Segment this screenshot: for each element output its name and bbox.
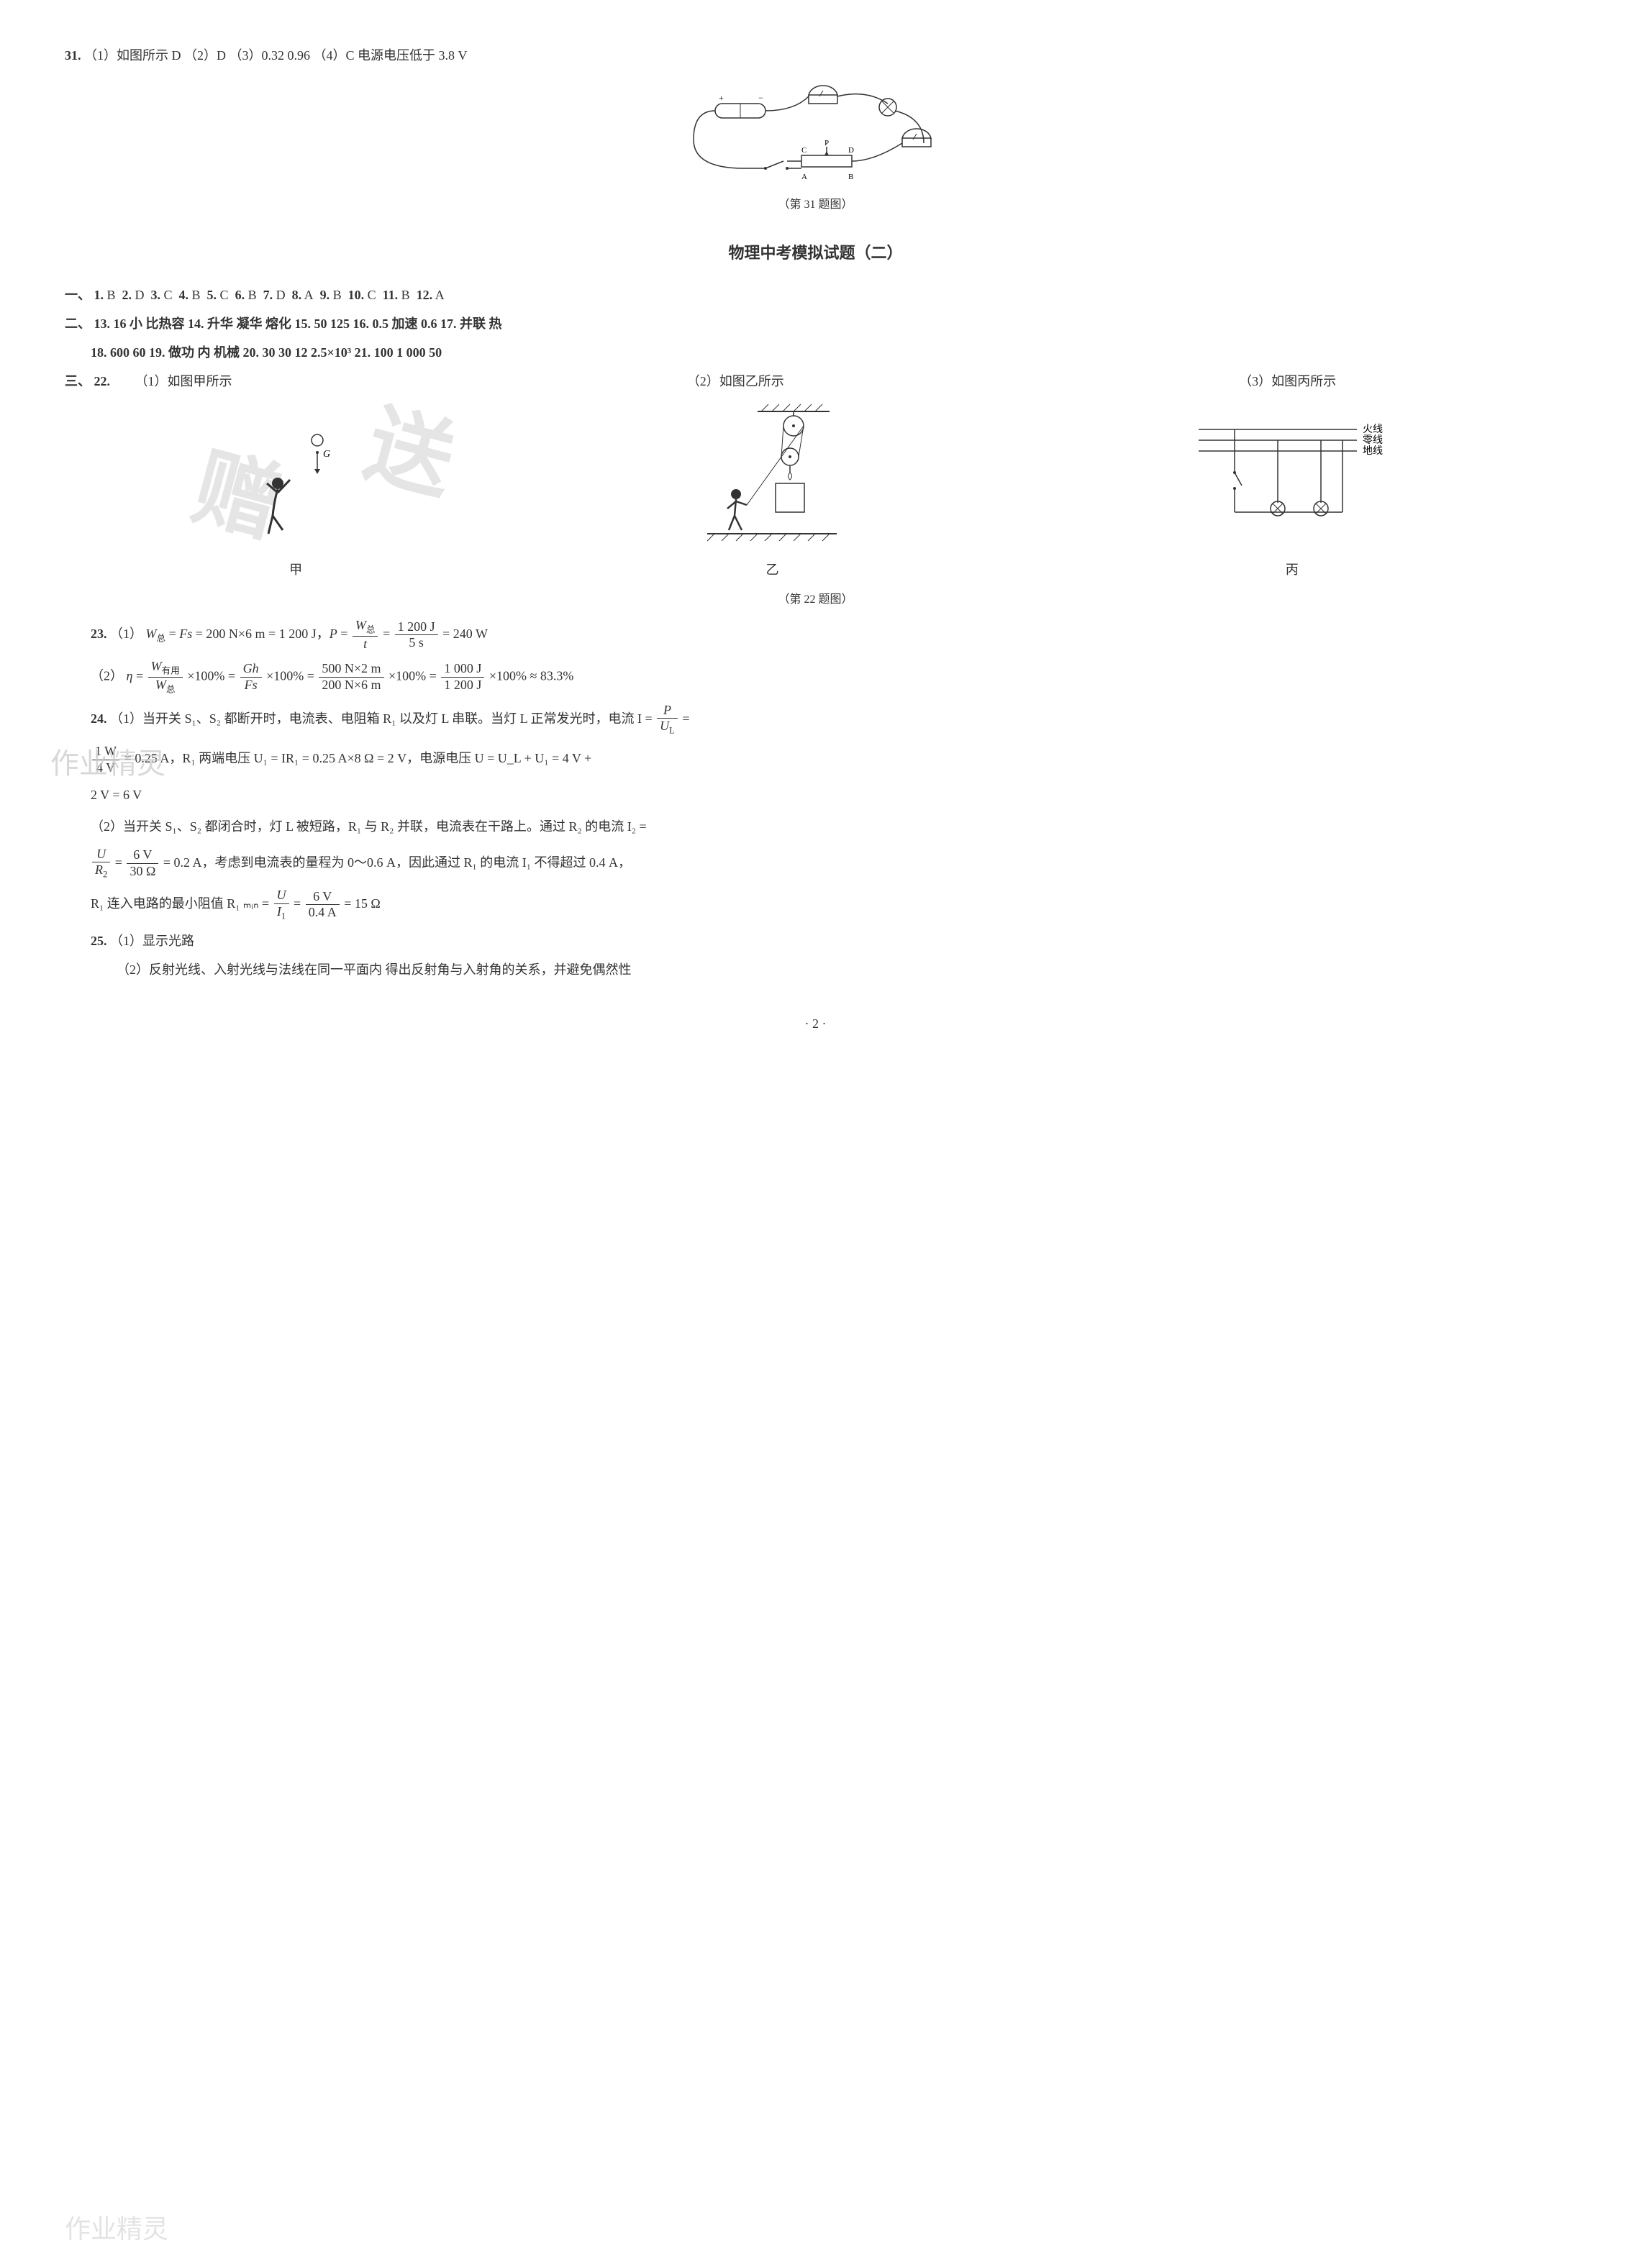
q24-p2: （2）当开关 S₁、S₂ 都闭合时，灯 L 被短路，R₁ 与 R₂ 并联，电流表…	[65, 814, 1566, 839]
fig22-row: 赠 送 G 甲	[65, 401, 1566, 581]
svg-text:火线: 火线	[1363, 424, 1383, 435]
q31-figure: + − C P D A B （第 31 题图）	[65, 75, 1566, 217]
sec1-item: 7. D	[263, 288, 292, 302]
q31-line: 31. （1）如图所示 D （2）D （3）0.32 0.96 （4）C 电源电…	[65, 43, 1566, 68]
sec1-item: 8. A	[292, 288, 320, 302]
sec1-item: 6. B	[235, 288, 263, 302]
fig22-b: 乙	[700, 401, 844, 581]
q25-p2: （2）反射光线、入射光线与法线在同一平面内 得出反射角与入射角的关系，并避免偶然…	[117, 962, 632, 977]
q23-num: 23.	[91, 627, 107, 641]
circuit-household-icon: 火线 零线 地线	[1191, 415, 1393, 545]
sec1-items: 1. B 2. D 3. C 4. B 5. C 6. B 7. D 8. A …	[94, 288, 451, 302]
q25-num: 25.	[91, 934, 107, 948]
sec1-label: 一、	[65, 288, 91, 302]
svg-text:−: −	[758, 93, 763, 103]
sec1-line: 一、 1. B 2. D 3. C 4. B 5. C 6. B 7. D 8.…	[65, 283, 1566, 307]
fig22-caption: （第 22 题图）	[65, 589, 1566, 611]
svg-text:G: G	[323, 449, 330, 460]
svg-text:C: C	[801, 146, 807, 155]
section-title: 物理中考模拟试题（二）	[65, 238, 1566, 268]
watermark-bottom: 作业精灵	[65, 2205, 168, 2254]
q22-p2: （2）如图乙所示	[687, 369, 784, 393]
q23-p1: 23. （1） W总 = Fs = 200 N×6 m = 1 200 J，P …	[65, 618, 1566, 652]
fig22-c: 火线 零线 地线 丙	[1191, 415, 1393, 581]
sec3-q22: 三、 22. （1）如图甲所示 （2）如图乙所示 （3）如图丙所示	[65, 369, 1566, 393]
q22-num: 22.	[94, 374, 111, 388]
sec1-item: 4. B	[179, 288, 207, 302]
sec1-item: 3. C	[151, 288, 179, 302]
q24-p2c: R₁ 连入电路的最小阻值 R₁ ₘᵢₙ = UI1 = 6 V0.4 A = 1…	[65, 888, 1566, 921]
sec1-item: 2. D	[122, 288, 151, 302]
q31-num: 31.	[65, 48, 81, 63]
sec3-label: 三、	[65, 374, 91, 388]
sec1-item: 5. C	[207, 288, 235, 302]
q22-p3: （3）如图丙所示	[1239, 369, 1336, 393]
circuit-diagram-icon: + − C P D A B	[686, 75, 945, 183]
svg-text:D: D	[848, 146, 854, 155]
sec1-item: 9. B	[320, 288, 348, 302]
svg-text:A: A	[801, 173, 807, 181]
q22-p1: （1）如图甲所示	[135, 369, 232, 393]
svg-text:P: P	[824, 139, 829, 147]
sec1-item: 10. C	[348, 288, 383, 302]
q24-num: 24.	[91, 711, 107, 726]
q31-caption: （第 31 题图）	[65, 194, 1566, 216]
pulley-figure-icon	[700, 401, 844, 545]
fig22-a-label: 甲	[238, 557, 353, 582]
page-number: · 2 ·	[65, 1011, 1566, 1036]
sec2-l2: 18. 600 60 19. 做功 内 机械 20. 30 30 12 2.5×…	[91, 345, 442, 360]
svg-text:零线: 零线	[1363, 434, 1383, 446]
q24-p2b: UR2 = 6 V30 Ω = 0.2 A，考虑到电流表的量程为 0～0.6 A…	[65, 847, 1566, 880]
q24-p1b: 作业精灵 1 W4 V = 0.25 A，R₁ 两端电压 U₁ = IR₁ = …	[65, 744, 1566, 775]
sec1-item: 12. A	[417, 288, 451, 302]
q25-line2: （2）反射光线、入射光线与法线在同一平面内 得出反射角与入射角的关系，并避免偶然…	[65, 957, 1566, 982]
fig22-b-label: 乙	[700, 557, 844, 582]
sec2-l1: 13. 16 小 比热容 14. 升华 凝华 熔化 15. 50 125 16.…	[94, 316, 502, 331]
sec2-line2: 18. 600 60 19. 做功 内 机械 20. 30 30 12 2.5×…	[65, 340, 1566, 365]
fig22-c-label: 丙	[1191, 557, 1393, 582]
basketball-figure-icon: G	[238, 415, 353, 545]
q23-p2: （2） η = W有用W总 ×100% = GhFs ×100% = 500 N…	[65, 659, 1566, 695]
svg-text:地线: 地线	[1363, 445, 1383, 457]
sec2-label: 二、	[65, 316, 91, 331]
svg-text:B: B	[848, 173, 853, 181]
sec2-line1: 二、 13. 16 小 比热容 14. 升华 凝华 熔化 15. 50 125 …	[65, 311, 1566, 336]
svg-text:+: +	[719, 93, 724, 103]
q25-p1: （1）显示光路	[110, 934, 194, 948]
q25-line1: 25. （1）显示光路	[65, 929, 1566, 953]
sec1-item: 11. B	[383, 288, 417, 302]
fig22-a: G 甲	[238, 415, 353, 581]
q24-p1c: 2 V = 6 V	[65, 783, 1566, 807]
sec1-item: 1. B	[94, 288, 122, 302]
q24-p1: 24. （1）当开关 S₁、S₂ 都断开时，电流表、电阻箱 R₁ 以及灯 L 串…	[65, 703, 1566, 737]
q31-text: （1）如图所示 D （2）D （3）0.32 0.96 （4）C 电源电压低于 …	[84, 48, 468, 63]
watermark-inline: 作业精灵	[50, 737, 165, 791]
